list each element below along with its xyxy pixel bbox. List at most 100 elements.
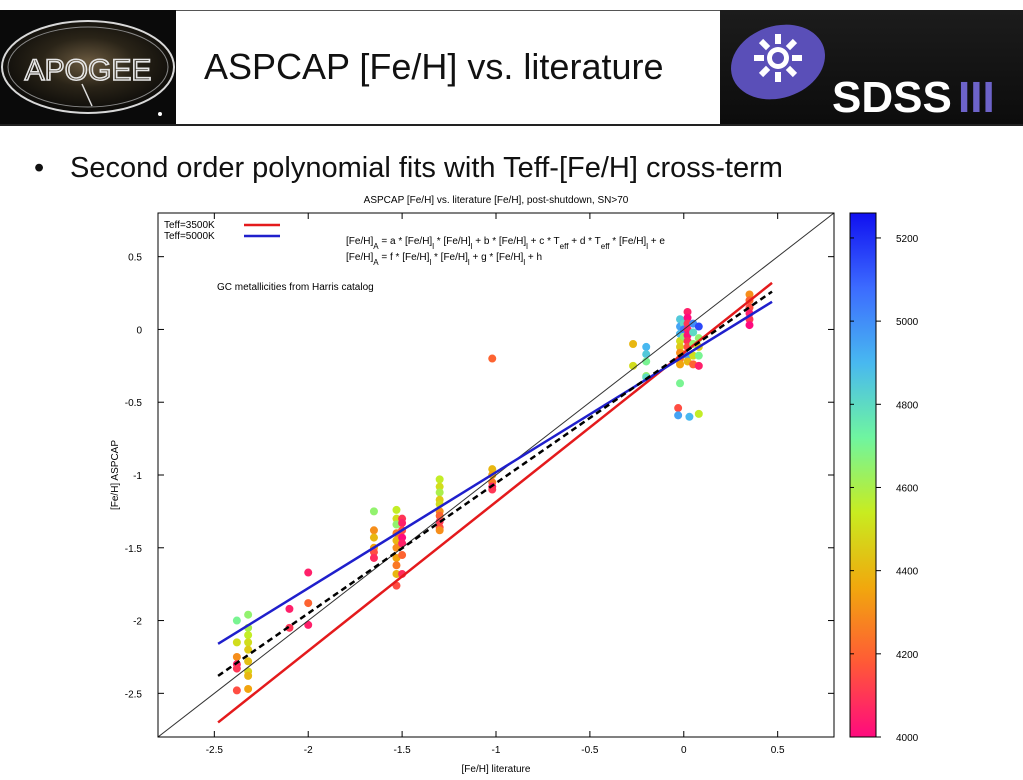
data-point [285, 623, 294, 632]
data-point [398, 519, 407, 528]
data-point [435, 488, 444, 497]
data-point [488, 354, 497, 363]
bullet-dot: • [34, 152, 45, 184]
data-point [435, 526, 444, 535]
data-point [244, 645, 253, 654]
data-point [689, 328, 698, 337]
data-point [694, 351, 703, 360]
data-point [232, 638, 241, 647]
data-point [676, 342, 685, 351]
data-point [392, 505, 401, 514]
y-axis-label: [Fe/H] ASPCAP [110, 440, 121, 510]
data-point [694, 409, 703, 418]
data-point [683, 319, 692, 328]
data-point [369, 507, 378, 516]
colorbar-tick-label: 4400 [896, 567, 919, 578]
data-point [369, 526, 378, 535]
data-point [642, 350, 651, 359]
data-point [642, 342, 651, 351]
data-point [244, 638, 253, 647]
data-point [392, 514, 401, 523]
header-divider-top [0, 10, 720, 11]
data-point [435, 482, 444, 491]
data-point [232, 686, 241, 695]
x-tick-label: 0.5 [771, 745, 785, 756]
data-point [244, 671, 253, 680]
data-point [642, 357, 651, 366]
y-tick-label: -1 [133, 471, 142, 482]
colorbar-tick-label: 4600 [896, 483, 919, 494]
bullet-item: • Second order polynomial fits with Teff-… [34, 152, 783, 185]
fit-line-teff-5000 [217, 300, 773, 645]
sdss-logo-roman: III [958, 73, 995, 122]
data-point [674, 404, 683, 413]
data-point [285, 604, 294, 613]
data-point [392, 569, 401, 578]
data-point [745, 290, 754, 299]
apogee-logo-text: APOGEE [25, 54, 152, 87]
slide-title: ASPCAP [Fe/H] vs. literature [204, 46, 664, 87]
data-point [435, 511, 444, 520]
legend-label: Teff=3500K [164, 220, 215, 231]
data-point [435, 475, 444, 484]
x-tick-label: 0 [681, 745, 687, 756]
data-point [392, 561, 401, 570]
data-point [244, 684, 253, 693]
data-point [629, 340, 638, 348]
data-point [398, 551, 407, 560]
data-point [674, 411, 683, 420]
colorbar-tick-label: 4800 [896, 400, 919, 411]
data-point [745, 321, 754, 330]
y-tick-label: 0 [136, 325, 142, 336]
colorbar-tick-label: 4000 [896, 733, 919, 744]
chart-title: ASPCAP [Fe/H] vs. literature [Fe/H], pos… [364, 195, 629, 206]
data-point [676, 379, 685, 388]
colorbar-tick-label: 4200 [896, 650, 919, 661]
colorbar-gradient [849, 212, 877, 738]
legend-label: Teff=5000K [164, 231, 215, 242]
x-tick-label: -1 [492, 745, 501, 756]
identity-line [158, 213, 834, 737]
data-point [676, 360, 685, 369]
header-divider [0, 124, 1023, 126]
y-tick-label: -1.5 [125, 544, 143, 555]
x-axis-label: [Fe/H] literature [462, 764, 531, 775]
colorbar: 4000 4200 4400 4600 4800 5000 5200 [849, 212, 919, 744]
bullet-text: Second order polynomial fits with Teff-[… [70, 152, 783, 184]
data-point [369, 533, 378, 542]
equation-with-teff: [Fe/H]A = a * [Fe/H]l * [Fe/H]l + b * [F… [346, 236, 665, 251]
data-point [694, 322, 703, 331]
data-point [304, 568, 313, 577]
colorbar-tick-label: 5000 [896, 317, 919, 328]
data-point [304, 620, 313, 629]
data-point [304, 599, 313, 608]
data-point [629, 361, 638, 370]
x-tick-label: -2.5 [206, 745, 224, 756]
data-point [685, 412, 694, 421]
y-tick-label: -2 [133, 617, 142, 628]
catalog-note: GC metallicities from Harris catalog [217, 282, 374, 293]
colorbar-tick-label: 5200 [896, 234, 919, 245]
slide-header: APOGEE ASPCAP [Fe/H] vs. literature [0, 0, 1023, 126]
y-tick-label: -2.5 [125, 689, 143, 700]
apogee-logo: APOGEE [0, 10, 176, 124]
x-tick-label: -0.5 [581, 745, 599, 756]
equation-no-teff: [Fe/H]A = f * [Fe/H]l * [Fe/H]l + g * [F… [346, 252, 542, 267]
x-tick-label: -1.5 [393, 745, 411, 756]
data-point [244, 610, 253, 619]
x-tick-label: -2 [304, 745, 313, 756]
data-point [683, 307, 692, 316]
data-point [398, 533, 407, 542]
sdss-logo: SDSS III [720, 10, 1023, 124]
data-point [689, 351, 698, 360]
data-point [232, 652, 241, 661]
y-tick-label: -0.5 [125, 398, 143, 409]
data-point [232, 664, 241, 673]
data-point [683, 313, 692, 322]
fit-line-no-teff [217, 290, 773, 677]
sdss-logo-text: SDSS [832, 73, 952, 122]
data-point [398, 539, 407, 548]
data-point [488, 465, 497, 474]
data-point [232, 616, 241, 625]
